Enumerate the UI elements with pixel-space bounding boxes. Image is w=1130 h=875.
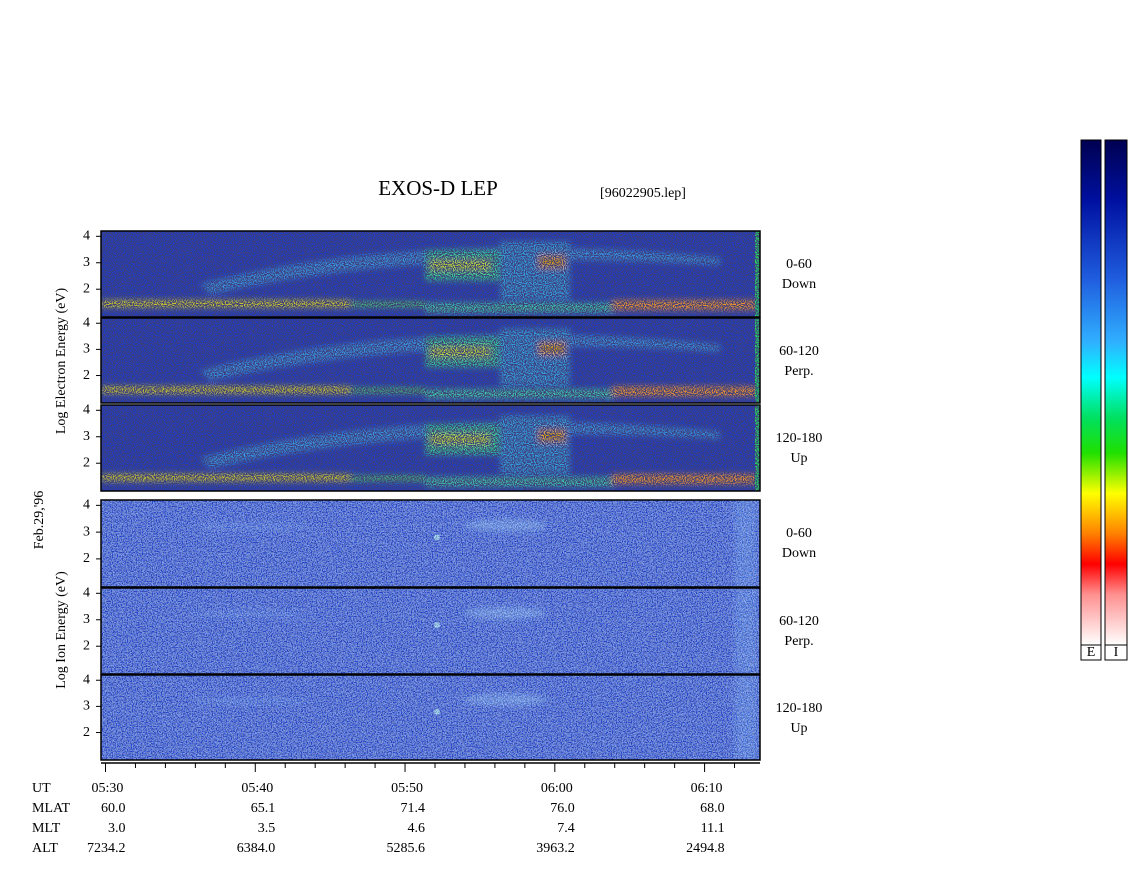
colorbar [1080,139,1102,646]
table-cell: 60.0 [101,801,126,816]
chart-title: EXOS-D LEP [378,176,498,200]
panel-frame [100,317,761,404]
table-cell: 3.0 [108,821,126,836]
spectrogram-panel [101,231,760,317]
table-cell: 65.1 [251,801,276,816]
y-tick-label: 2 [83,725,90,740]
table-cell: 11.1 [701,821,725,836]
colorbar [1104,139,1128,646]
panel-label: 120-180 [776,431,823,446]
colorbar-label: I [1114,645,1119,660]
y-axis-label: Log Ion Energy (eV) [54,571,69,689]
panel-label: 120-180 [776,701,823,716]
table-cell: 71.4 [401,801,426,816]
y-tick-label: 3 [83,524,90,539]
y-tick-label: 4 [83,498,90,513]
speckle [101,405,760,491]
spectrogram-panel [101,318,760,403]
colorbar-box [1104,644,1128,661]
y-tick-label: 4 [83,229,90,244]
x-tick-label: 05:30 [92,781,124,796]
panel-sublabel: Perp. [784,364,813,379]
y-tick-label: 2 [83,368,90,383]
y-tick-label: 3 [83,429,90,444]
panel-frame [100,404,761,492]
panel-sublabel: Down [782,546,816,561]
panel-label: 0-60 [786,257,812,272]
panel-frame [100,587,761,675]
table-cell: 5285.6 [387,841,426,856]
y-axis-label: Log Electron Energy (eV) [54,288,69,435]
panel-frame [100,674,761,761]
panel-sublabel: Down [782,277,816,292]
table-cell: 3.5 [258,821,276,836]
table-cell: 68.0 [700,801,725,816]
table-cell: 4.6 [408,821,426,836]
row-label: MLT [32,821,61,836]
panel-sublabel: Perp. [784,634,813,649]
panel-label: 60-120 [779,344,819,359]
x-tick-label: 05:40 [241,781,273,796]
spectrogram-panel [101,405,760,491]
y-tick-label: 2 [83,281,90,296]
y-tick-label: 3 [83,612,90,627]
y-tick-label: 2 [83,455,90,470]
speckle [101,588,760,674]
y-tick-label: 3 [83,342,90,357]
table-cell: 6384.0 [237,841,276,856]
panel-label: 60-120 [779,614,819,629]
table-cell: 76.0 [550,801,575,816]
y-tick-label: 2 [83,638,90,653]
speckle [101,500,760,587]
table-cell: 7.4 [557,821,575,836]
table-cell: 2494.8 [686,841,725,856]
panel-sublabel: Up [790,721,807,736]
y-tick-label: 4 [83,672,90,687]
x-tick-label: 05:50 [391,781,423,796]
panel-sublabel: Up [790,451,807,466]
row-label: MLAT [32,801,71,816]
date-label: Feb.29,'96 [32,491,47,550]
spectrogram-panel [101,588,760,674]
y-tick-label: 2 [83,551,90,566]
table-cell: 7234.2 [87,841,126,856]
y-tick-label: 4 [83,315,90,330]
y-tick-label: 4 [83,586,90,601]
y-tick-label: 3 [83,699,90,714]
row-label: UT [32,781,51,796]
panel-frame [100,499,761,588]
spectrogram-panel [101,500,760,587]
x-tick-label: 06:00 [541,781,573,796]
speckle [101,675,760,760]
x-tick-label: 06:10 [691,781,723,796]
speckle [101,231,760,317]
row-label: ALT [32,841,58,856]
y-tick-label: 3 [83,255,90,270]
colorbar-box [1080,644,1102,661]
y-tick-label: 4 [83,403,90,418]
speckle [101,318,760,403]
table-cell: 3963.2 [536,841,575,856]
file-label: [96022905.lep] [600,186,686,201]
panel-label: 0-60 [786,526,812,541]
colorbar-label: E [1087,645,1096,660]
panel-frame [100,230,761,318]
spectrogram-panel [101,675,760,760]
